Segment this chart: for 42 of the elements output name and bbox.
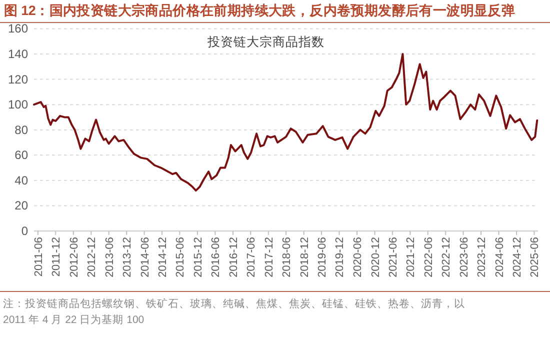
y-tick-label: 0 bbox=[21, 224, 28, 238]
x-tick-label: 2022-12 bbox=[440, 237, 453, 278]
x-tick-label: 2013-06 bbox=[104, 237, 116, 278]
x-tick-label: 2016-06 bbox=[210, 237, 222, 278]
x-tick-label: 2018-12 bbox=[298, 237, 311, 278]
x-tick-label: 2024-06 bbox=[494, 237, 506, 278]
x-tick-label: 2013-12 bbox=[122, 237, 134, 278]
y-tick-label: 20 bbox=[14, 198, 28, 213]
x-tick-label: 2019-06 bbox=[316, 237, 328, 278]
x-tick-label: 2023-06 bbox=[458, 237, 470, 278]
text: 投资链大宗商品指数 bbox=[206, 34, 324, 49]
x-tick-label: 2018-06 bbox=[281, 237, 294, 278]
x-tick-label: 2023-12 bbox=[476, 237, 488, 278]
y-tick-label: 60 bbox=[14, 148, 28, 162]
x-tick-label: 2012-12 bbox=[86, 237, 98, 278]
x-tick-label: 2011-12 bbox=[50, 237, 63, 277]
line-series bbox=[33, 52, 538, 192]
x-tick-label: 2015-12 bbox=[192, 237, 204, 278]
x-tick-label: 2020-12 bbox=[370, 237, 382, 278]
x-tick-label: 2012-06 bbox=[68, 237, 80, 278]
x-tick-label: 2017-12 bbox=[263, 237, 276, 278]
x-tick-label: 2011-06 bbox=[32, 237, 45, 277]
y-tick-label: 80 bbox=[14, 122, 28, 137]
y-tick-label: 140 bbox=[8, 46, 28, 61]
x-tick-label: 2021-12 bbox=[405, 237, 418, 278]
y-tick-label: 120 bbox=[8, 72, 28, 86]
x-tick-label: 2020-06 bbox=[352, 237, 364, 278]
x-tick-label: 2021-06 bbox=[387, 237, 400, 278]
x-tick-label: 2022-06 bbox=[422, 237, 435, 278]
x-tick-label: 2019-12 bbox=[334, 237, 346, 278]
x-tick-label: 2015-06 bbox=[174, 237, 187, 278]
y-tick-label: 160 bbox=[8, 22, 28, 36]
x-tick-label: 2014-12 bbox=[157, 237, 170, 278]
x-tick-label: 2024-12 bbox=[512, 237, 524, 278]
x-tick-label: 2014-06 bbox=[139, 237, 152, 278]
x-tick-label: 2016-12 bbox=[228, 237, 240, 278]
x-tick-label: 2017-06 bbox=[246, 237, 258, 278]
y-tick-label: 40 bbox=[14, 173, 28, 188]
text: 注：投资链商品包括螺纹钢、铁矿石、玻璃、纯碱、焦煤、焦炭、硅锰、硅铁、热卷、沥青，以 2011 年 4 月 22 日为基期 100 bbox=[3, 297, 466, 328]
x-tick-label: 2025-06 bbox=[529, 237, 542, 278]
y-tick-label: 100 bbox=[8, 98, 28, 112]
chart-title: 图 12：国内投资链大宗商品价格在前期持续大跌，反内卷预期发酵后有一波明显反弹 bbox=[4, 2, 516, 20]
